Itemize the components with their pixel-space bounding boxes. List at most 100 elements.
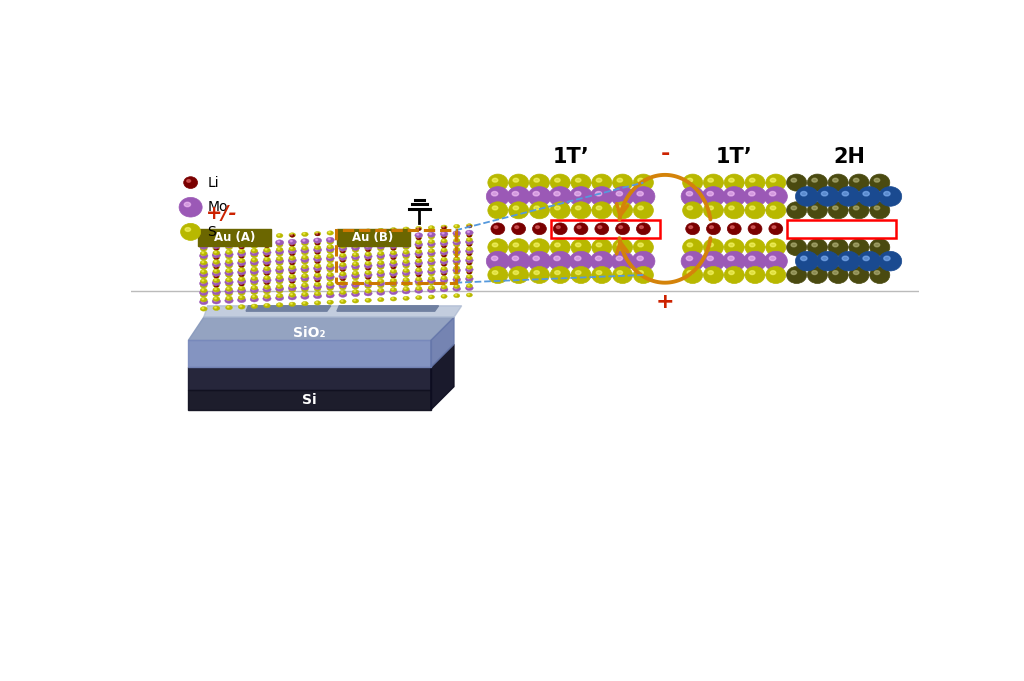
Ellipse shape [342,260,343,261]
Ellipse shape [365,272,372,277]
Ellipse shape [455,276,457,277]
Ellipse shape [252,261,254,262]
Ellipse shape [833,243,838,247]
Ellipse shape [275,268,284,273]
Ellipse shape [352,248,358,252]
Ellipse shape [428,225,434,229]
Ellipse shape [454,238,460,242]
Ellipse shape [786,266,807,283]
Ellipse shape [339,246,347,251]
Ellipse shape [378,298,384,302]
Ellipse shape [215,284,216,285]
Ellipse shape [441,276,447,280]
Ellipse shape [379,282,381,283]
Ellipse shape [202,245,204,247]
Ellipse shape [467,240,469,242]
Ellipse shape [265,270,267,271]
Ellipse shape [430,277,431,279]
Ellipse shape [214,272,216,274]
Ellipse shape [402,278,410,282]
Ellipse shape [276,270,283,274]
Ellipse shape [341,293,343,295]
Ellipse shape [253,259,254,260]
Ellipse shape [239,272,245,276]
Ellipse shape [327,283,334,289]
Ellipse shape [214,244,216,246]
Ellipse shape [428,286,434,290]
Ellipse shape [454,252,460,256]
Ellipse shape [367,283,369,284]
Ellipse shape [723,187,745,206]
Ellipse shape [239,277,245,281]
Ellipse shape [454,234,460,238]
Ellipse shape [392,274,393,276]
Ellipse shape [528,251,551,271]
Ellipse shape [315,249,317,250]
Ellipse shape [634,202,653,219]
Ellipse shape [251,244,258,249]
Ellipse shape [240,252,242,253]
Ellipse shape [341,282,343,283]
Ellipse shape [342,232,343,233]
Ellipse shape [240,259,242,261]
Ellipse shape [227,265,229,266]
Ellipse shape [212,253,220,258]
Ellipse shape [391,263,393,264]
Ellipse shape [390,274,396,278]
Ellipse shape [575,270,581,274]
Ellipse shape [212,262,220,267]
Ellipse shape [289,251,296,255]
Ellipse shape [443,245,444,247]
Ellipse shape [513,206,518,210]
Ellipse shape [367,273,369,274]
Ellipse shape [365,270,372,274]
Ellipse shape [302,283,308,287]
Ellipse shape [571,266,591,283]
Ellipse shape [351,282,359,287]
Ellipse shape [241,274,242,275]
Ellipse shape [316,270,317,271]
Ellipse shape [215,270,216,271]
Ellipse shape [365,257,372,261]
Ellipse shape [513,243,518,247]
Ellipse shape [276,247,283,252]
Ellipse shape [276,266,283,270]
Ellipse shape [354,286,355,287]
Ellipse shape [428,235,434,239]
Ellipse shape [467,250,469,251]
Bar [199,229,271,246]
Text: Li: Li [208,176,219,189]
Ellipse shape [341,245,343,246]
Ellipse shape [487,174,508,191]
Ellipse shape [596,270,602,274]
Ellipse shape [404,244,407,245]
Ellipse shape [853,270,859,274]
Ellipse shape [365,289,372,293]
Ellipse shape [354,258,355,259]
Ellipse shape [263,243,270,248]
Ellipse shape [314,278,321,282]
Ellipse shape [468,285,469,286]
Ellipse shape [637,256,643,261]
Ellipse shape [596,243,602,247]
Ellipse shape [339,292,347,298]
Ellipse shape [729,243,734,247]
Ellipse shape [263,266,270,271]
Ellipse shape [201,247,207,251]
Ellipse shape [240,262,242,263]
Ellipse shape [390,237,396,241]
Ellipse shape [417,269,419,270]
Ellipse shape [240,265,244,268]
Ellipse shape [301,238,309,244]
Ellipse shape [329,287,330,288]
Ellipse shape [612,202,633,219]
Ellipse shape [455,225,457,226]
Ellipse shape [252,279,254,281]
Ellipse shape [494,226,498,228]
Ellipse shape [251,281,258,285]
Ellipse shape [529,202,550,219]
Ellipse shape [749,191,755,196]
Ellipse shape [303,256,305,257]
Ellipse shape [341,259,345,262]
Ellipse shape [227,288,229,289]
